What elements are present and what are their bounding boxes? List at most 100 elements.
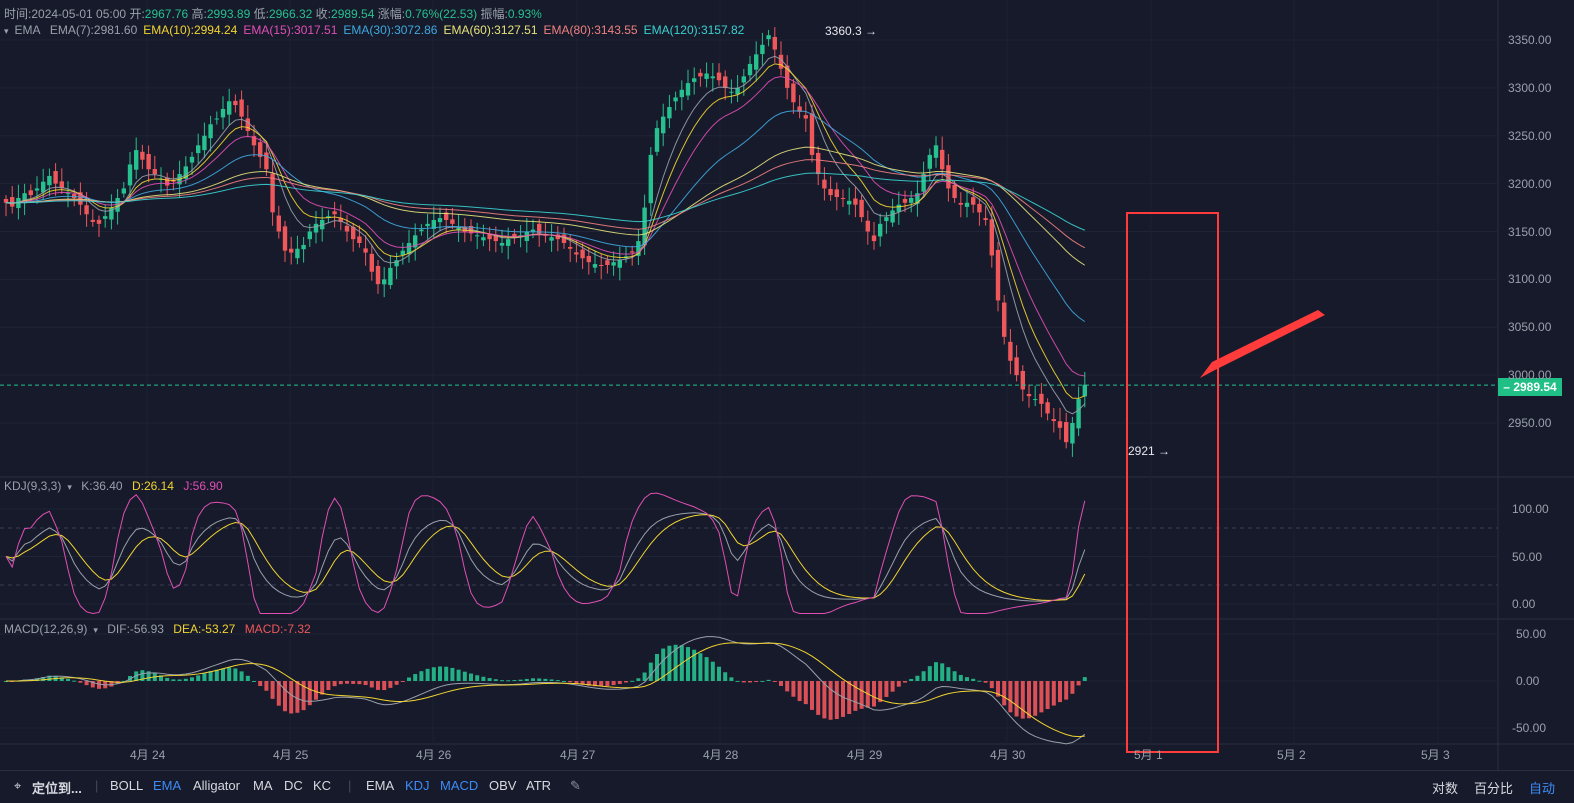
candle-body bbox=[574, 252, 579, 255]
date-axis-label: 4月 28 bbox=[703, 748, 739, 762]
candle-body bbox=[388, 267, 393, 286]
candle-body bbox=[127, 164, 133, 186]
macd-axis-label: 50.00 bbox=[1516, 627, 1547, 641]
candle-body bbox=[481, 237, 486, 241]
macd-histogram-bar bbox=[314, 681, 318, 700]
macd-histogram-bar bbox=[766, 679, 771, 681]
kdj-line bbox=[5, 492, 1086, 614]
candle-body bbox=[419, 229, 424, 232]
macd-histogram-bar bbox=[444, 666, 449, 681]
candle-body bbox=[357, 236, 362, 243]
indicator-ma[interactable]: MA bbox=[253, 778, 273, 793]
macd-legend[interactable]: MACD(12,26,9) ▾ DIF:-56.93 DEA:-53.27 MAC… bbox=[4, 622, 317, 636]
candle-body bbox=[28, 190, 33, 196]
candle-body bbox=[406, 242, 412, 254]
kdj-j-value: J:56.90 bbox=[183, 479, 223, 493]
ema-line bbox=[5, 76, 1085, 377]
macd-histogram-bar bbox=[1082, 677, 1087, 681]
chart-canvas[interactable] bbox=[0, 0, 1574, 770]
macd-histogram-bar bbox=[748, 681, 752, 683]
candle-body bbox=[964, 202, 970, 207]
high-value: 2993.89 bbox=[206, 7, 251, 21]
price-axis-label: 3200.00 bbox=[1508, 176, 1552, 191]
candle-body bbox=[816, 152, 821, 175]
indicator-kc[interactable]: KC bbox=[313, 778, 332, 793]
sub-indicator-ema[interactable]: EMA bbox=[366, 778, 395, 793]
candle-body bbox=[586, 255, 591, 263]
macd-histogram-bar bbox=[822, 681, 827, 719]
candle-body bbox=[667, 107, 672, 119]
log-scale-button[interactable]: 对数 bbox=[1432, 781, 1459, 796]
chevron-down-icon[interactable]: ▾ bbox=[67, 482, 72, 492]
candle-body bbox=[679, 89, 684, 98]
macd-histogram-bar bbox=[1045, 681, 1050, 710]
kdj-line bbox=[5, 512, 1086, 602]
price-axis-label: 3250.00 bbox=[1508, 128, 1552, 143]
macd-histogram-bar bbox=[394, 681, 399, 685]
high-label: 高: bbox=[191, 7, 207, 21]
candle-body bbox=[258, 142, 263, 157]
kdj-axis-label: 100.00 bbox=[1512, 502, 1549, 516]
candle-body bbox=[847, 200, 852, 205]
ema-legend[interactable]: ▾ EMA EMA(7):2981.60 EMA(10):2994.24 EMA(15… bbox=[4, 23, 756, 37]
candle-body bbox=[84, 205, 89, 215]
ema-legend-item: EMA(10):2994.24 bbox=[143, 23, 238, 37]
sub-indicator-kdj[interactable]: KDJ bbox=[405, 778, 430, 793]
macd-histogram-bar bbox=[202, 673, 207, 681]
macd-histogram-bar bbox=[760, 680, 765, 682]
candle-body bbox=[692, 78, 697, 82]
macd-histogram-bar bbox=[183, 678, 188, 681]
candle-body bbox=[1014, 357, 1019, 376]
macd-histogram-bar bbox=[661, 648, 666, 681]
candle-body bbox=[605, 260, 610, 266]
sub-indicator-atr[interactable]: ATR bbox=[526, 778, 552, 793]
chevron-down-icon[interactable]: ▾ bbox=[4, 26, 9, 36]
macd-histogram-bar bbox=[754, 681, 759, 682]
macd-histogram-bar bbox=[537, 678, 542, 681]
time-label: 时间: bbox=[4, 7, 32, 21]
date-axis-label: 5月 1 bbox=[1134, 748, 1163, 762]
macd-histogram-bar bbox=[562, 680, 566, 682]
macd-histogram-bar bbox=[797, 681, 802, 702]
indicator-boll[interactable]: BOLL bbox=[110, 778, 144, 793]
candle-body bbox=[859, 199, 864, 218]
macd-histogram-bar bbox=[648, 662, 653, 681]
edit-icon[interactable]: ✎ bbox=[570, 778, 581, 793]
ema-legend-items: EMA(7):2981.60 EMA(10):2994.24 EMA(15):301… bbox=[50, 23, 750, 37]
candle-body bbox=[1057, 421, 1063, 428]
locate-icon[interactable]: ⌖ bbox=[14, 778, 22, 793]
locate-button[interactable]: 定位到... bbox=[32, 781, 82, 796]
candle-body bbox=[208, 124, 213, 139]
candle-body bbox=[927, 154, 932, 169]
low-marker: 2921 → bbox=[1128, 444, 1171, 458]
auto-scale-button[interactable]: 自动 bbox=[1529, 781, 1556, 796]
candle-body bbox=[710, 76, 715, 79]
candle-body bbox=[394, 260, 399, 267]
indicator-ema[interactable]: EMA bbox=[153, 778, 182, 793]
sub-indicator-macd[interactable]: MACD bbox=[440, 778, 479, 793]
candle-body bbox=[989, 219, 994, 256]
macd-histogram-bar bbox=[276, 681, 281, 706]
indicator-dc[interactable]: DC bbox=[284, 778, 303, 793]
indicator-alligator[interactable]: Alligator bbox=[193, 778, 240, 793]
kdj-legend[interactable]: KDJ(9,3,3) ▾ K:36.40 D:26.14 J:56.90 bbox=[4, 479, 229, 493]
macd-dea-value: DEA:-53.27 bbox=[173, 622, 236, 636]
macd-histogram-bar bbox=[704, 657, 709, 681]
ema-legend-item: EMA(30):3072.86 bbox=[343, 23, 438, 37]
kdj-legend-title: KDJ(9,3,3) bbox=[4, 479, 62, 493]
candle-body bbox=[289, 248, 294, 253]
percent-scale-button[interactable]: 百分比 bbox=[1474, 781, 1514, 796]
macd-histogram-bar bbox=[834, 681, 839, 720]
macd-histogram-bar bbox=[555, 680, 560, 682]
macd-histogram-bar bbox=[462, 671, 467, 681]
candle-body bbox=[592, 264, 598, 268]
macd-histogram-bar bbox=[692, 649, 697, 681]
candle-body bbox=[264, 152, 269, 170]
candle-body bbox=[636, 241, 641, 256]
macd-histogram-bar bbox=[791, 681, 796, 697]
macd-line bbox=[5, 636, 1086, 745]
candle-body bbox=[747, 63, 753, 76]
chevron-down-icon[interactable]: ▾ bbox=[93, 625, 98, 635]
macd-histogram-bar bbox=[47, 675, 52, 681]
sub-indicator-obv[interactable]: OBV bbox=[489, 778, 517, 793]
